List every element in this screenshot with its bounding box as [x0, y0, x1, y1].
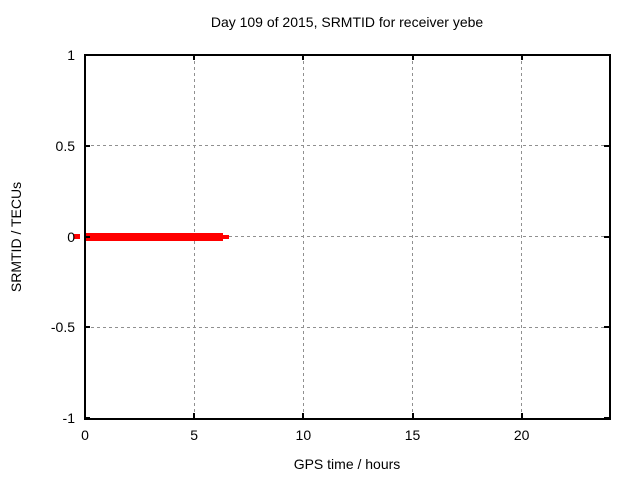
x-tick-label: 5 — [190, 427, 199, 443]
x-tick-label: 0 — [81, 427, 89, 443]
y-tick-mark — [604, 326, 609, 329]
y-tick-mark — [604, 144, 609, 147]
y-tick-mark — [85, 417, 90, 419]
plot-border — [84, 54, 611, 420]
x-tick-mark — [84, 55, 86, 60]
y-gridline — [85, 326, 609, 328]
y-tick-mark — [85, 144, 90, 147]
red-left-tick — [74, 234, 80, 239]
y-gridline — [85, 145, 609, 147]
y-tick-mark — [85, 54, 90, 56]
y-tick-mark — [604, 54, 609, 56]
x-tick-mark — [302, 55, 305, 60]
y-tick-mark — [604, 235, 609, 238]
y-tick-label: 0.5 — [55, 137, 75, 154]
x-axis-label: GPS time / hours — [293, 456, 401, 472]
x-tick-mark — [193, 55, 196, 60]
chart-title: Day 109 of 2015, SRMTID for receiver yeb… — [210, 14, 484, 30]
y-tick-label: 0 — [67, 228, 75, 245]
data-series-srmtid-end — [222, 234, 230, 239]
y-tick-label: 1 — [67, 47, 75, 63]
x-tick-mark — [193, 413, 196, 418]
y-gridline — [85, 236, 609, 237]
y-tick-mark — [604, 417, 609, 419]
x-tick-mark — [520, 413, 523, 418]
x-tick-mark — [520, 55, 523, 60]
x-tick-mark — [411, 413, 414, 418]
y-tick-label: -1 — [62, 410, 75, 426]
x-tick-label: 15 — [404, 427, 421, 443]
x-tick-label: 10 — [295, 427, 312, 443]
x-tick-mark — [84, 413, 86, 418]
y-tick-label: -0.5 — [50, 319, 75, 336]
x-tick-mark — [302, 413, 305, 418]
x-tick-mark — [411, 55, 414, 60]
data-series-srmtid — [85, 232, 223, 241]
x-tick-label: 20 — [513, 427, 530, 443]
y-tick-mark — [85, 235, 90, 238]
y-tick-mark — [85, 326, 90, 329]
